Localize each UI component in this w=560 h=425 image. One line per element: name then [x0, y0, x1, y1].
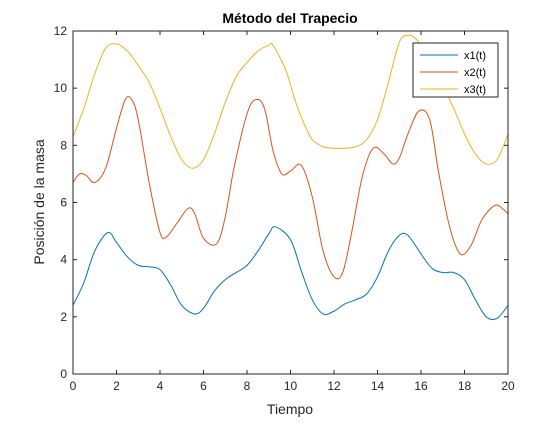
y-tick-label: 4 — [60, 253, 67, 267]
x-axis-label: Tiempo — [267, 401, 313, 417]
x-tick-label: 12 — [327, 379, 341, 393]
legend-label-3: x3(t) — [464, 84, 486, 96]
chart-title: Método del Trapecio — [222, 10, 357, 26]
x-tick-label: 6 — [200, 379, 207, 393]
legend: x1(t) x2(t) x3(t) — [412, 42, 499, 98]
y-tick-label: 2 — [60, 310, 67, 324]
y-tick-label: 0 — [60, 367, 67, 381]
y-axis-label: Posición de la masa — [31, 139, 47, 265]
x-tick-label: 0 — [70, 379, 77, 393]
y-tick-label: 10 — [54, 81, 68, 95]
x-tick-label: 18 — [458, 379, 472, 393]
x-tick-label: 14 — [371, 379, 385, 393]
y-tick-label: 6 — [60, 196, 67, 210]
legend-label-2: x2(t) — [464, 67, 486, 79]
x-tick-label: 8 — [244, 379, 251, 393]
y-tick-label: 12 — [54, 24, 68, 38]
y-axis-ticks: 0 2 4 6 8 10 12 — [54, 24, 508, 381]
legend-box — [412, 42, 499, 98]
y-tick-label: 8 — [60, 138, 67, 152]
series-line-1 — [72, 226, 509, 320]
series-line-2 — [72, 96, 509, 280]
x-tick-label: 10 — [284, 379, 298, 393]
legend-label-1: x1(t) — [464, 50, 486, 62]
x-axis-ticks: 0 2 4 6 8 10 12 14 16 18 20 — [70, 31, 515, 393]
x-tick-label: 20 — [501, 379, 515, 393]
x-tick-label: 16 — [414, 379, 428, 393]
x-tick-label: 4 — [157, 379, 164, 393]
x-tick-label: 2 — [113, 379, 120, 393]
